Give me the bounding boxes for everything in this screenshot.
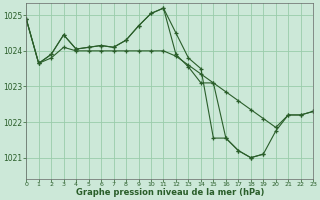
X-axis label: Graphe pression niveau de la mer (hPa): Graphe pression niveau de la mer (hPa) <box>76 188 264 197</box>
